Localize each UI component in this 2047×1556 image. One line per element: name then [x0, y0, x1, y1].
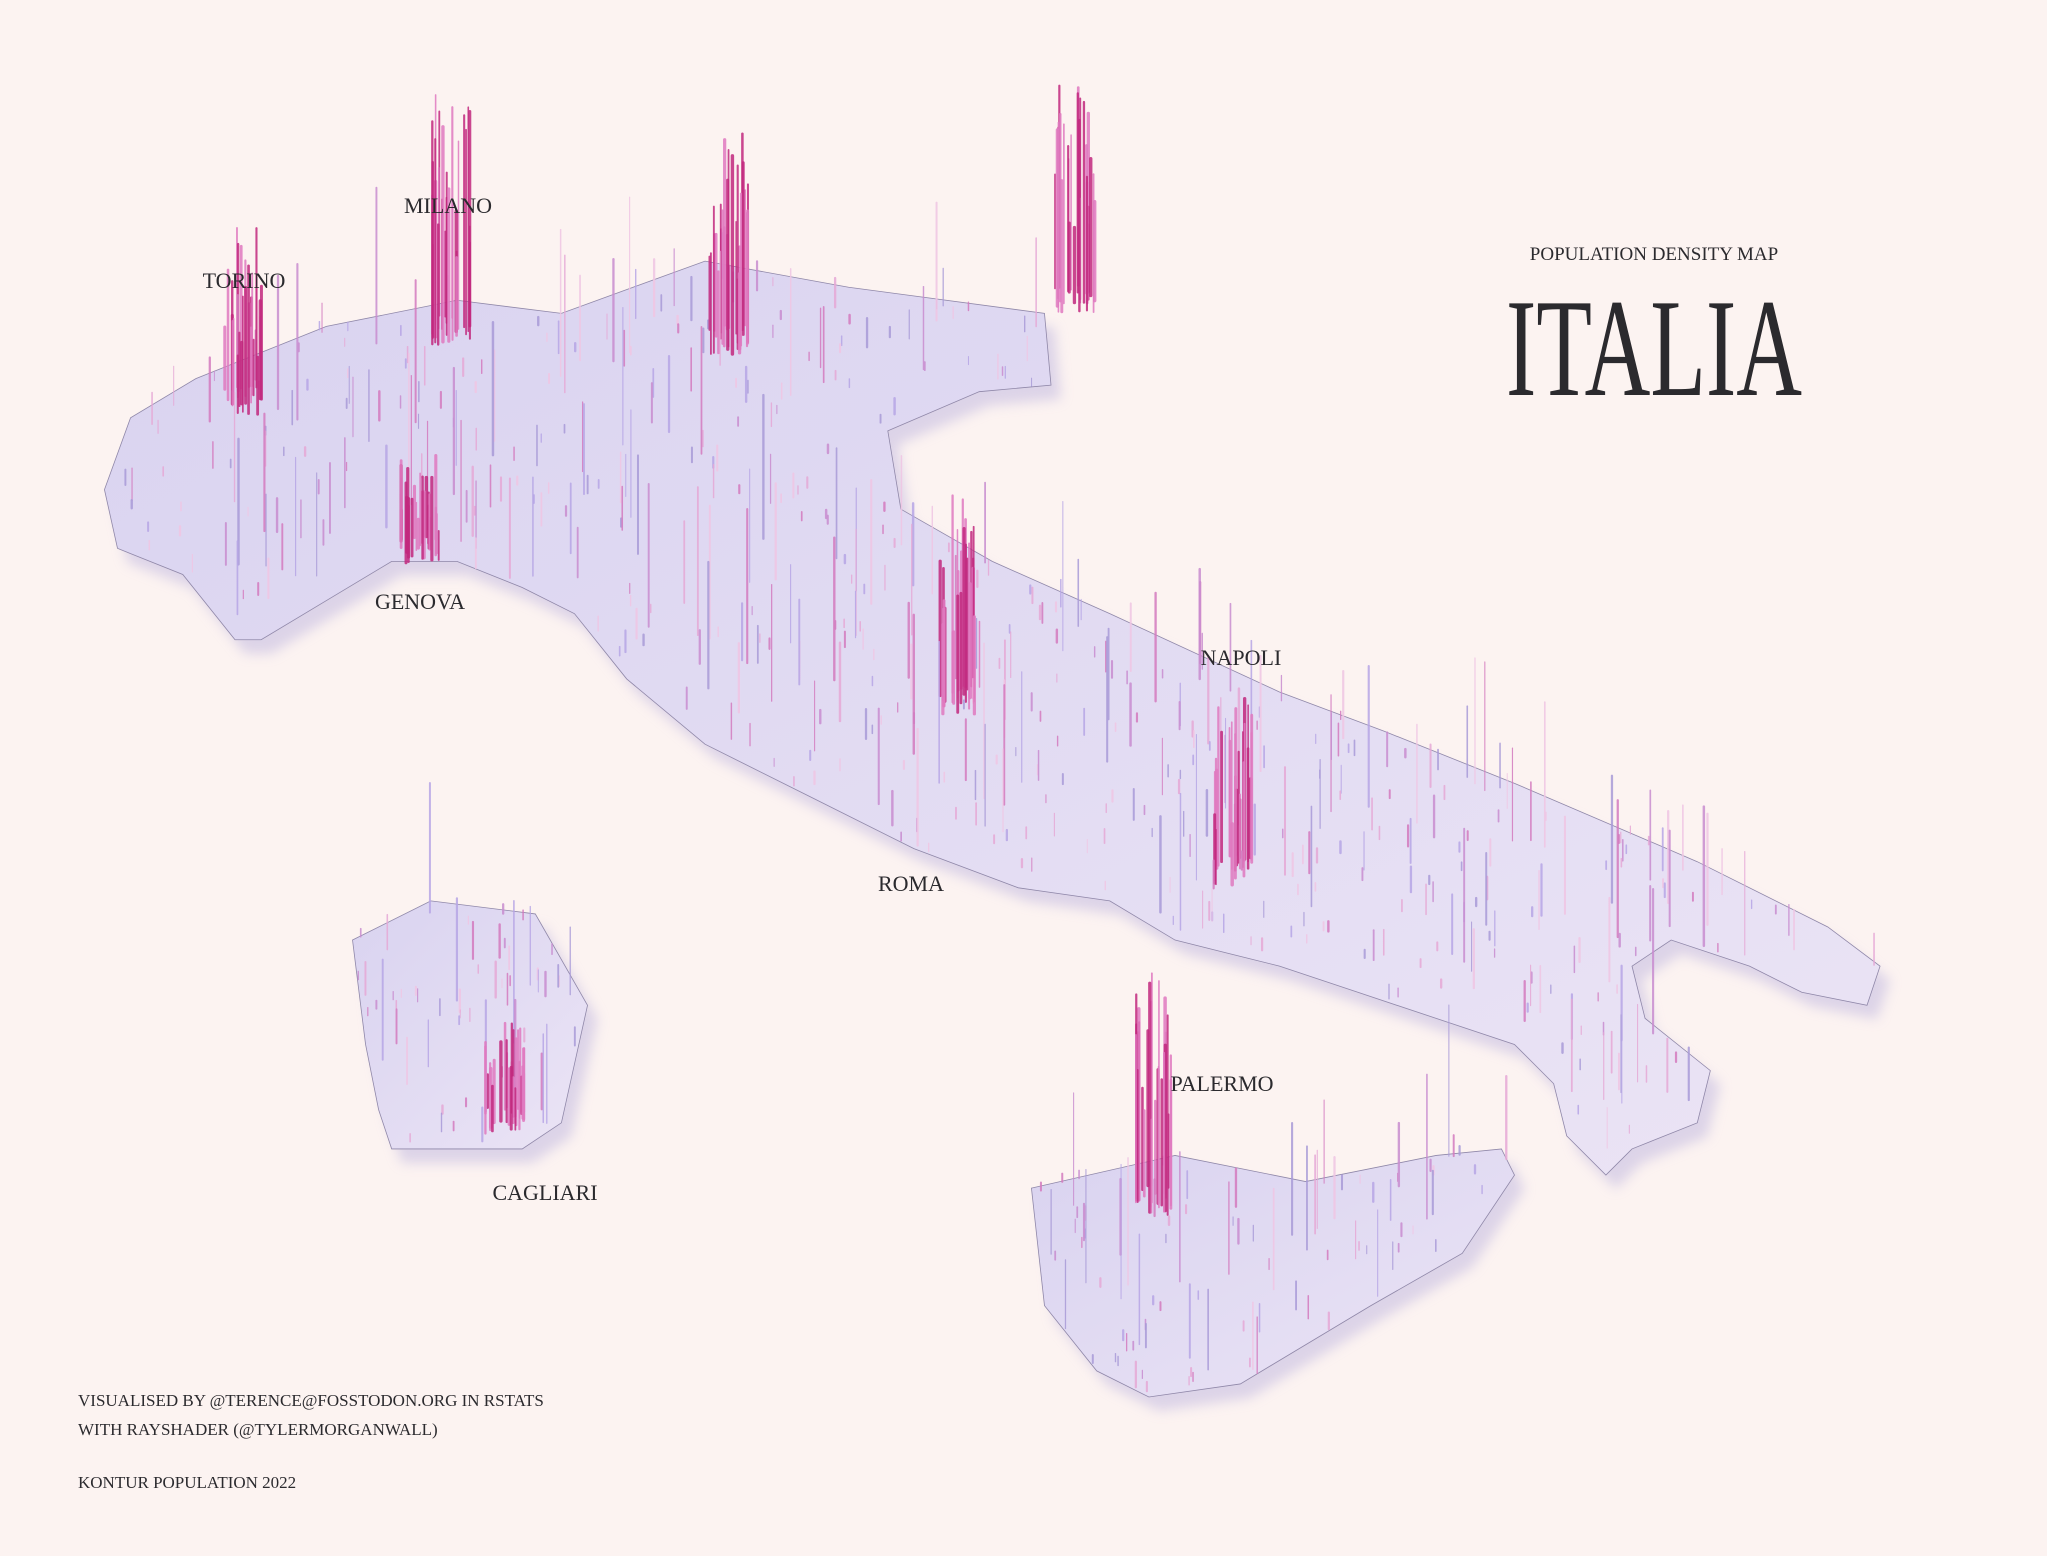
- credit: KONTUR POPULATION 2022: [78, 1473, 296, 1492]
- credit: WITH RAYSHADER (@TYLERMORGANWALL): [78, 1420, 438, 1439]
- credit: VISUALISED BY @TERENCE@FOSSTODON.ORG IN …: [78, 1391, 544, 1410]
- city-label: TORINO: [203, 268, 286, 293]
- city-label: GENOVA: [375, 589, 465, 614]
- subtitle: POPULATION DENSITY MAP: [1530, 244, 1778, 265]
- city-label: NAPOLI: [1201, 645, 1282, 670]
- city-label: PALERMO: [1170, 1071, 1273, 1096]
- land-shape: [352, 900, 588, 1150]
- city-label: ROMA: [878, 871, 944, 896]
- city-label: CAGLIARI: [492, 1180, 597, 1205]
- density-spikes: [124, 84, 1875, 1393]
- title: ITALIA: [1506, 271, 1802, 426]
- city-label: MILANO: [404, 193, 492, 218]
